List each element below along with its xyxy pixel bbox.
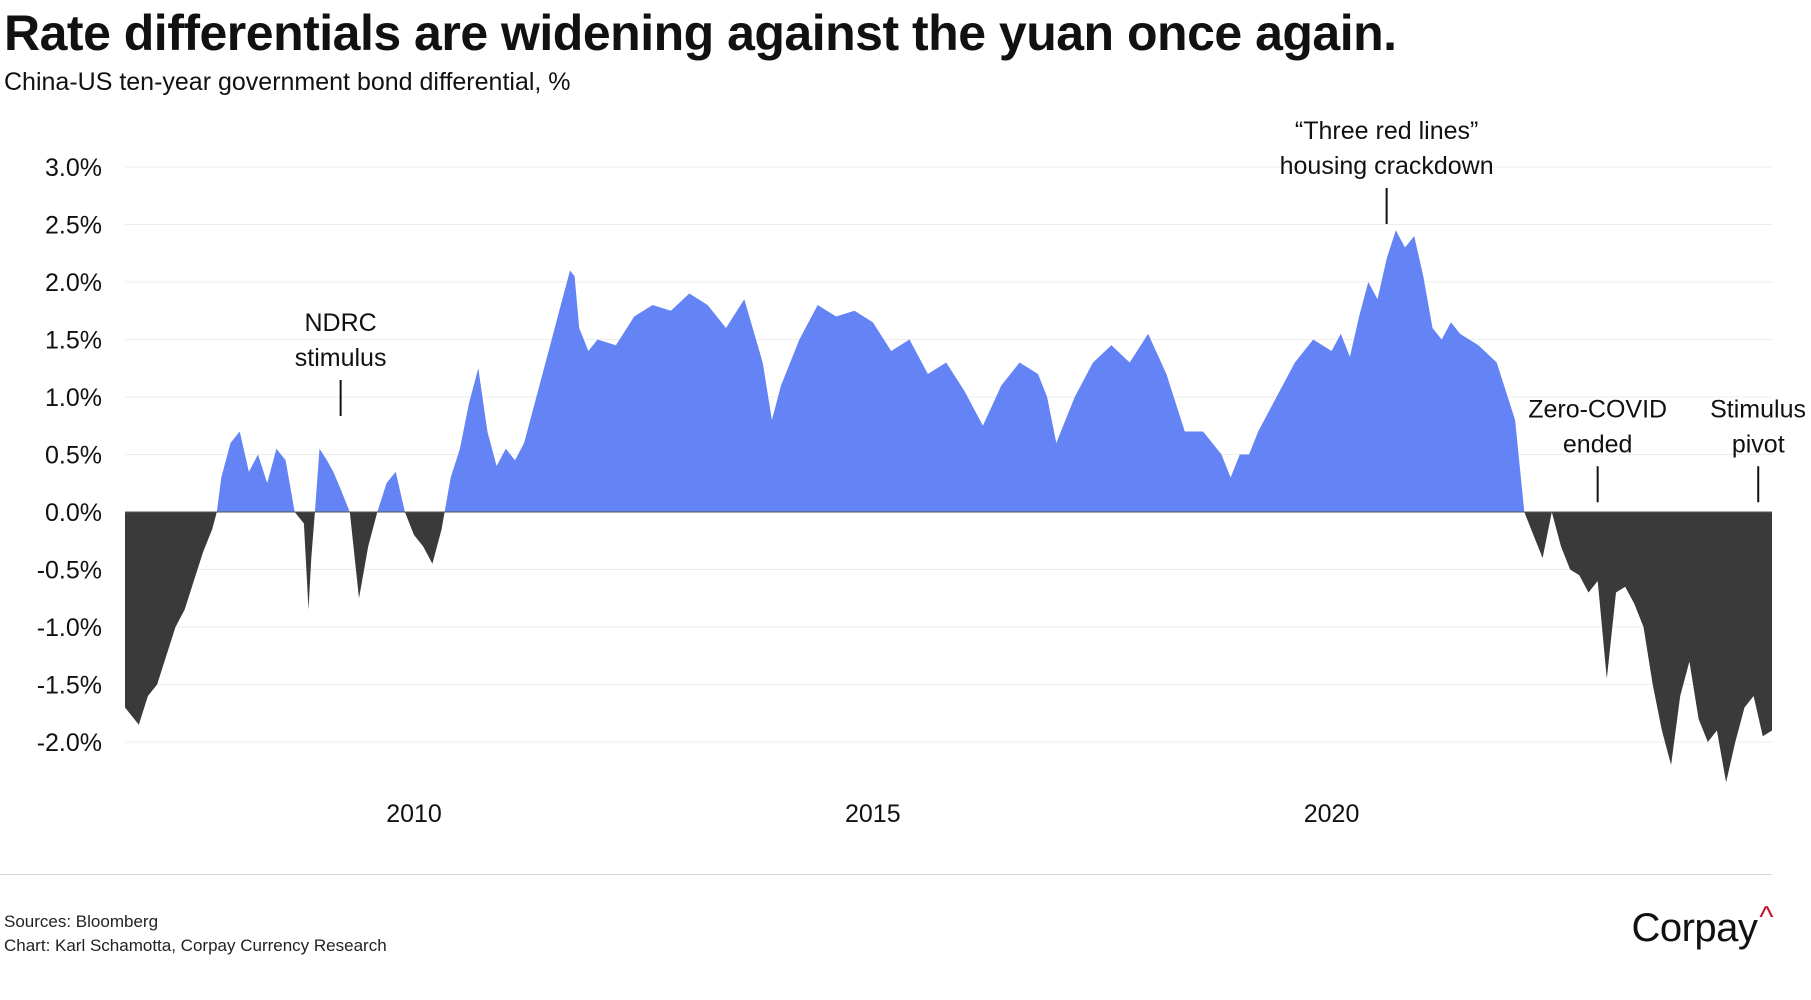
annotation-text: Stimulus: [1710, 395, 1806, 423]
y-tick-label: 2.0%: [45, 269, 102, 297]
annotation-text: pivot: [1732, 430, 1785, 458]
footer-divider: [0, 874, 1772, 875]
logo-mark-icon: ^: [1759, 901, 1773, 934]
x-axis: 2010 2015 2020: [386, 800, 1359, 828]
area-negative: [125, 512, 1772, 783]
annotation: “Three red lines” housing crackdown: [1280, 117, 1494, 224]
logo-text: Corpay: [1631, 906, 1758, 950]
plot-area: [125, 230, 1772, 783]
x-tick-label: 2020: [1304, 800, 1360, 828]
x-tick-label: 2010: [386, 800, 442, 828]
annotation: Stimulus pivot: [1710, 395, 1806, 503]
corpay-logo: Corpay^: [1631, 901, 1773, 951]
y-tick-label: 1.0%: [45, 384, 102, 412]
chart: 3.0% 2.5% 2.0% 1.5% 1.0% 0.5% 0.0% -0.5% -1.0% -1…: [37, 117, 1806, 828]
chart-credit: Chart: Karl Schamotta, Corpay Currency R…: [4, 936, 387, 955]
annotation-text: ended: [1563, 430, 1633, 458]
y-axis: 3.0% 2.5% 2.0% 1.5% 1.0% 0.5% 0.0% -0.5% -1.0% -1…: [37, 154, 102, 757]
annotation-text: NDRC: [305, 309, 377, 337]
y-tick-label: 1.5%: [45, 327, 102, 355]
y-tick-label: 3.0%: [45, 154, 102, 182]
annotation-text: stimulus: [295, 344, 387, 372]
sources-note: Sources: Bloomberg: [4, 912, 159, 931]
annotation-text: “Three red lines”: [1295, 117, 1478, 145]
annotation: NDRC stimulus: [295, 309, 387, 416]
annotation: Zero-COVID ended: [1528, 395, 1667, 503]
y-tick-label: -1.5%: [37, 672, 102, 700]
x-tick-label: 2015: [845, 800, 901, 828]
annotation-text: housing crackdown: [1280, 152, 1494, 180]
annotations: NDRC stimulus “Three red lines” housing cra…: [295, 117, 1806, 503]
area-positive: [125, 230, 1772, 513]
y-tick-label: 2.5%: [45, 212, 102, 240]
y-tick-label: -2.0%: [37, 729, 102, 757]
y-tick-label: 0.5%: [45, 442, 102, 470]
y-tick-label: 0.0%: [45, 499, 102, 527]
grid-lines: [125, 166, 1772, 743]
annotation-text: Zero-COVID: [1528, 395, 1667, 423]
chart-title: Rate differentials are widening against …: [4, 5, 1397, 61]
y-tick-label: -0.5%: [37, 557, 102, 585]
chart-subtitle: China-US ten-year government bond differ…: [4, 68, 571, 96]
y-tick-label: -1.0%: [37, 614, 102, 642]
